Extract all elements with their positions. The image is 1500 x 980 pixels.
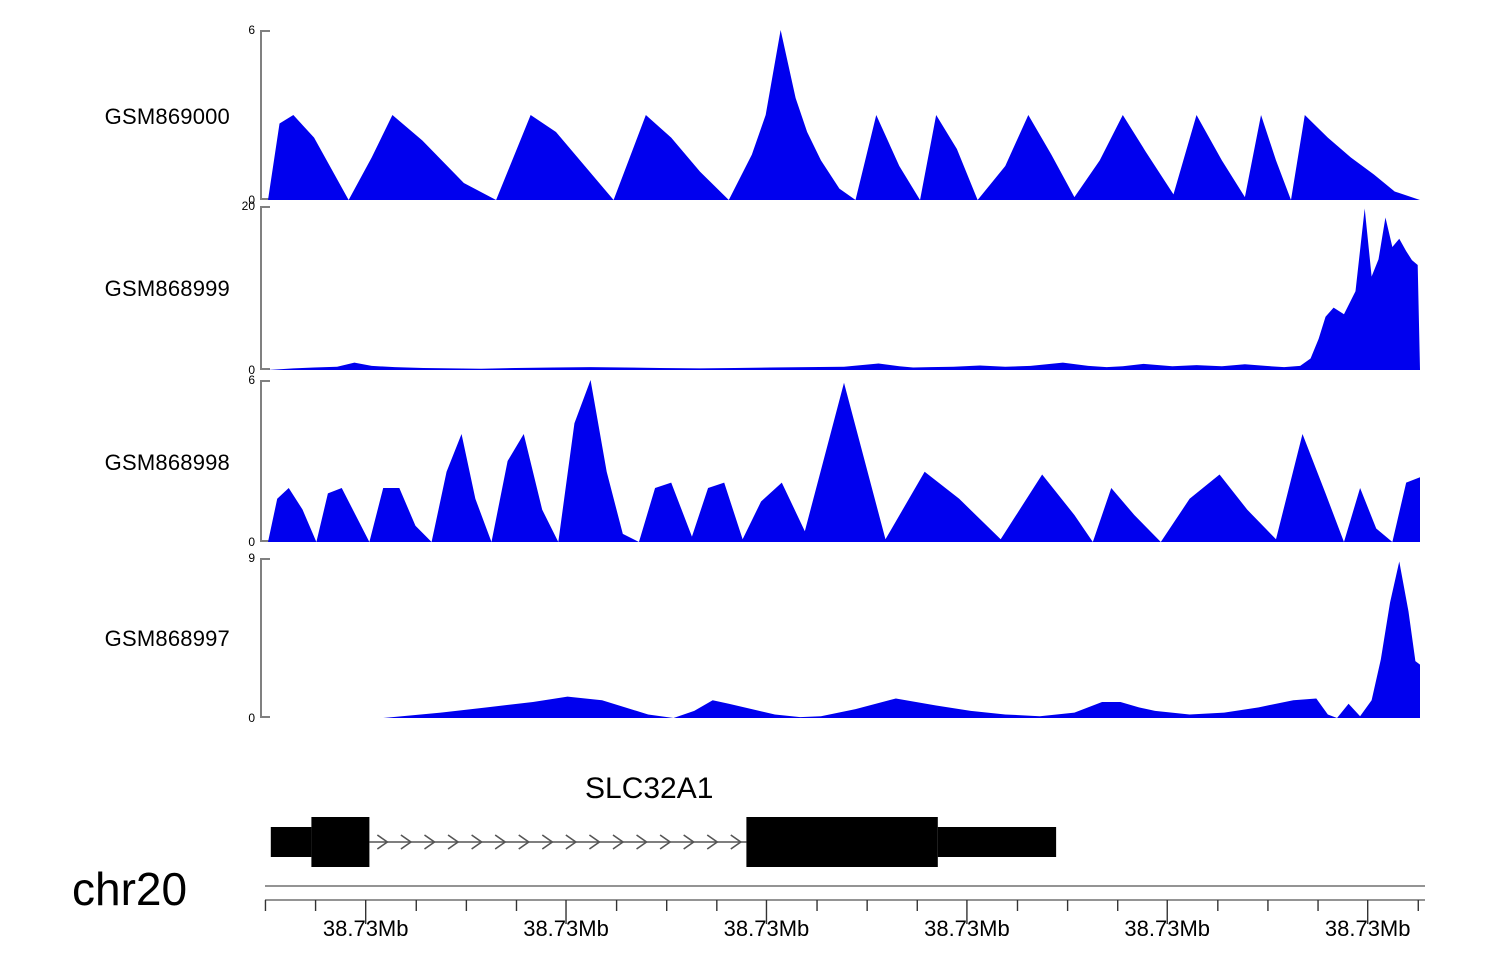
gene-strand-arrow-icon [683,834,696,850]
y-axis-bracket [260,380,270,542]
signal-svg-gsm868997 [268,561,1420,718]
ruler-tick-label: 38.73Mb [924,916,1010,941]
ruler-tick-label: 38.73Mb [1124,916,1211,941]
signal-area-gsm868999[interactable] [268,206,1420,370]
y-axis-min-label: 0 [248,193,255,207]
gene-strand-arrow-icon [518,834,531,850]
gene-utr-block [270,827,312,857]
ruler-tick-label: 38.73Mb [322,916,409,941]
coordinate-ruler[interactable]: 38.73Mb 38.73Mb 38.73Mb 38.73Mb 38.73Mb 38.73… [0,880,1500,950]
gene-features [270,817,1057,867]
chromosome-label: chr20 [72,863,188,915]
y-axis-bracket [260,30,270,200]
signal-area-gsm868997[interactable] [268,558,1420,718]
signal-svg-gsm869000 [268,30,1420,200]
signal-path [268,208,1420,370]
gene-strand-arrow-icon [565,834,578,850]
y-axis-bracket [260,558,270,718]
signal-svg-gsm868999 [268,208,1420,370]
gene-strand-arrow-icon [612,834,625,850]
gene-strand-arrow-icon [636,834,648,850]
ruler-svg [264,885,1425,924]
track-label-gsm868999: GSM868999 [104,276,230,301]
y-axis-max-label: 9 [248,551,255,565]
y-axis-max-label: 20 [241,199,255,213]
ruler-tick-label: 38.73Mb [1324,916,1411,941]
signal-path [268,30,1420,200]
gene-strand-arrow-icon [376,834,389,850]
track-label-gsm868997: GSM868997 [104,626,230,651]
signal-track-gsm868997[interactable]: GSM868997 9 0 [0,552,1500,724]
signal-track-gsm868998[interactable]: GSM868998 6 0 [0,374,1500,548]
ruler-tick-label: 38.73Mb [723,916,810,941]
signal-svg-gsm868998 [268,380,1420,542]
gene-strand-arrow-icon [541,834,554,850]
y-axis-bracket [260,206,270,370]
y-axis-gsm868998: 6 0 [238,374,270,548]
signal-area-gsm869000[interactable] [268,30,1420,200]
gene-name-label: SLC32A1 [585,772,714,805]
gene-annotation-track[interactable]: SLC32A1 [0,760,1500,880]
y-axis-min-label: 0 [248,711,255,725]
y-axis-gsm868999: 20 0 [238,200,270,376]
gene-strand-arrow-icon [494,834,507,850]
gene-utr-block [937,827,1057,857]
signal-path [268,380,1420,542]
y-axis-min-label: 0 [248,535,255,549]
gene-exon-block [746,817,938,867]
gene-strand-arrow-icon [447,834,460,850]
gene-strand-arrow-icon [706,834,719,850]
track-label-gsm868998: GSM868998 [104,450,230,475]
ruler-tick-label: 38.73Mb [523,916,609,941]
y-axis-gsm868997: 9 0 [238,552,270,724]
gene-strand-arrow-icon [400,834,413,850]
gene-strand-arrow-icon [659,834,672,850]
ruler-ticks [264,900,1419,924]
gene-model-svg[interactable] [0,805,1500,880]
gene-exon-block [311,817,370,867]
track-label-gsm869000: GSM869000 [104,104,230,129]
signal-track-gsm868999[interactable]: GSM868999 20 0 [0,200,1500,376]
gene-strand-arrow-icon [730,834,743,850]
signal-area-gsm868998[interactable] [268,380,1420,542]
y-axis-max-label: 6 [248,373,255,387]
y-axis-min-label: 0 [248,363,255,377]
gene-strand-arrow-icon [471,834,484,850]
ruler-tick-labels: 38.73Mb 38.73Mb 38.73Mb 38.73Mb 38.73Mb 38.73… [0,916,1500,950]
gene-strand-arrow-icon [424,834,436,850]
y-axis-gsm869000: 6 0 [238,24,270,206]
y-axis-max-label: 6 [248,23,255,37]
signal-path [268,561,1420,718]
gene-strand-arrow-icon [588,834,601,850]
signal-track-gsm869000[interactable]: GSM869000 6 0 [0,24,1500,206]
